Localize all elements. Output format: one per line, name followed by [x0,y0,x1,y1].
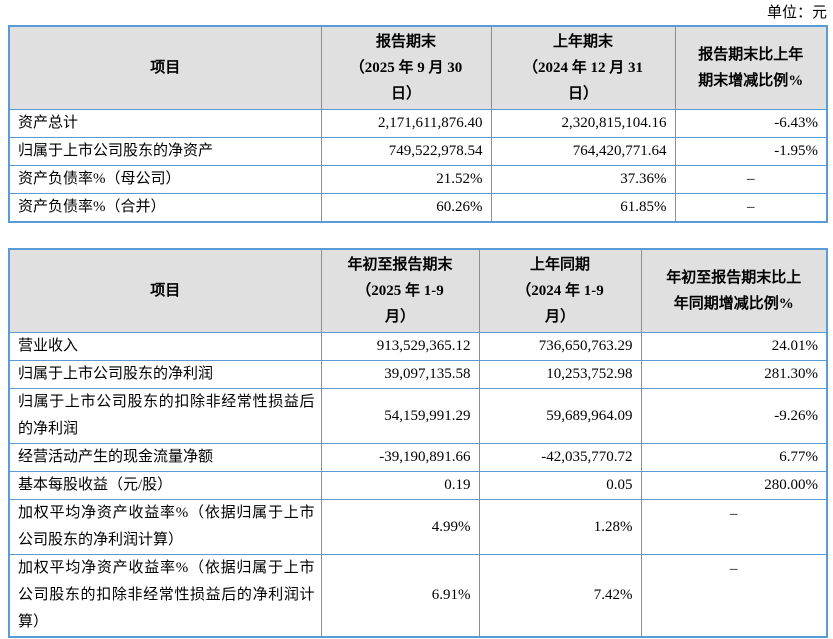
value-prior: 10,253,752.98 [478,360,642,389]
value-change: 24.01% [640,332,828,361]
value-current: 749,522,978.54 [320,137,492,166]
value-current: 54,159,991.29 [320,388,480,444]
table-row: 经营活动产生的现金流量净额 -39,190,891.66 -42,035,770… [8,443,828,472]
row-label: 归属于上市公司股东的扣除非经常性损益后的净利润 [8,388,322,444]
table-row: 资产负债率%（合并） 60.26% 61.85% – [8,193,828,223]
value-current: 60.26% [320,193,492,223]
value-prior: 7.42% [478,554,642,638]
value-current: 6.91% [320,554,480,638]
row-label: 资产总计 [8,109,322,138]
value-current: 4.99% [320,499,480,555]
value-change-dash: – [674,165,828,194]
column-header-change-ratio: 年初至报告期末比上 年同期增减比例% [640,248,828,333]
value-change-dash: – [640,554,828,638]
income-summary-table: 项目 年初至报告期末 （2025 年 1-9 月） 上年同期 （2024 年 1… [8,248,828,638]
table-header-row: 项目 报告期末 （2025 年 9 月 30 日） 上年期末 （2024 年 1… [8,25,828,110]
value-prior: 61.85% [490,193,676,223]
balance-sheet-summary-table: 项目 报告期末 （2025 年 9 月 30 日） 上年期末 （2024 年 1… [8,25,828,223]
value-prior: 736,650,763.29 [478,332,642,361]
value-change: 281.30% [640,360,828,389]
column-header-ytd-current: 年初至报告期末 （2025 年 1-9 月） [320,248,480,333]
row-label: 加权平均净资产收益率%（依据归属于上市公司股东的扣除非经常性损益后的净利润计算） [8,554,322,638]
value-prior: 37.36% [490,165,676,194]
value-current: 913,529,365.12 [320,332,480,361]
row-label: 归属于上市公司股东的净资产 [8,137,322,166]
table-row: 基本每股收益（元/股） 0.19 0.05 280.00% [8,471,828,500]
table-header-row: 项目 年初至报告期末 （2025 年 1-9 月） 上年同期 （2024 年 1… [8,248,828,333]
value-change: 280.00% [640,471,828,500]
row-label: 归属于上市公司股东的净利润 [8,360,322,389]
row-label: 基本每股收益（元/股） [8,471,322,500]
value-prior: 2,320,815,104.16 [490,109,676,138]
row-label: 资产负债率%（合并） [8,193,322,223]
table-row: 归属于上市公司股东的扣除非经常性损益后的净利润 54,159,991.29 59… [8,388,828,444]
value-current: 21.52% [320,165,492,194]
row-label: 经营活动产生的现金流量净额 [8,443,322,472]
unit-label: 单位：元 [766,5,827,21]
table-row: 资产负债率%（母公司） 21.52% 37.36% – [8,165,828,194]
value-prior: -42,035,770.72 [478,443,642,472]
value-prior: 59,689,964.09 [478,388,642,444]
value-current: 39,097,135.58 [320,360,480,389]
value-change: -9.26% [640,388,828,444]
row-label: 资产负债率%（母公司） [8,165,322,194]
table-row: 加权平均净资产收益率%（依据归属于上市公司股东的扣除非经常性损益后的净利润计算）… [8,554,828,638]
row-label: 营业收入 [8,332,322,361]
value-prior: 764,420,771.64 [490,137,676,166]
table-row: 加权平均净资产收益率%（依据归属于上市公司股东的净利润计算） 4.99% 1.2… [8,499,828,555]
value-current: -39,190,891.66 [320,443,480,472]
value-change: -6.43% [674,109,828,138]
column-header-report-period-end: 报告期末 （2025 年 9 月 30 日） [320,25,492,110]
table-row: 归属于上市公司股东的净资产 749,522,978.54 764,420,771… [8,137,828,166]
column-header-prior-same-period: 上年同期 （2024 年 1-9 月） [478,248,642,333]
column-header-item: 项目 [8,25,322,110]
value-change-dash: – [640,499,828,555]
table-row: 营业收入 913,529,365.12 736,650,763.29 24.01… [8,332,828,361]
row-label: 加权平均净资产收益率%（依据归属于上市公司股东的净利润计算） [8,499,322,555]
value-current: 2,171,611,876.40 [320,109,492,138]
column-header-prior-year-end: 上年期末 （2024 年 12 月 31 日） [490,25,676,110]
column-header-change-ratio: 报告期末比上年 期末增减比例% [674,25,828,110]
value-change: 6.77% [640,443,828,472]
value-current: 0.19 [320,471,480,500]
value-change: -1.95% [674,137,828,166]
table-row: 归属于上市公司股东的净利润 39,097,135.58 10,253,752.9… [8,360,828,389]
value-prior: 1.28% [478,499,642,555]
column-header-item: 项目 [8,248,322,333]
value-change-dash: – [674,193,828,223]
table-row: 资产总计 2,171,611,876.40 2,320,815,104.16 -… [8,109,828,138]
value-prior: 0.05 [478,471,642,500]
